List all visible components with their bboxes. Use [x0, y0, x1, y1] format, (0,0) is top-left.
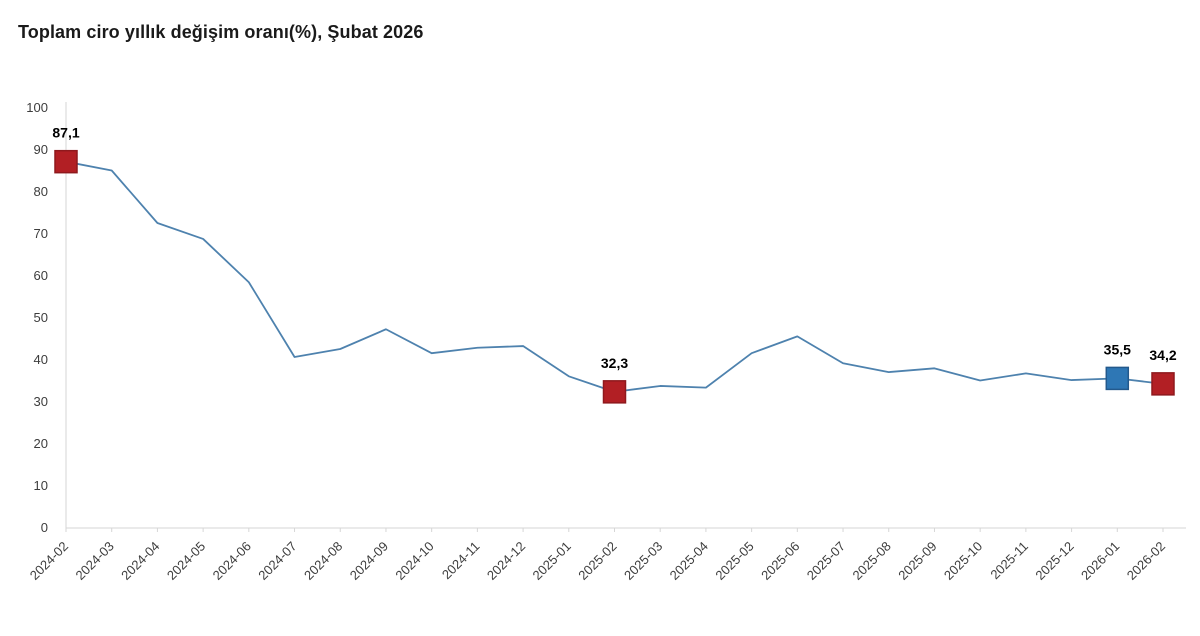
data-marker-2026-02 — [1151, 372, 1175, 396]
x-axis-tick-label: 2025-07 — [804, 539, 848, 583]
x-axis-tick-label: 2025-05 — [712, 539, 756, 583]
data-marker-2024-02 — [54, 149, 78, 174]
data-label-2024-02: 87,1 — [52, 125, 79, 141]
chart-title: Toplam ciro yıllık değişim oranı(%), Şub… — [18, 22, 424, 42]
data-marker-2025-02 — [602, 380, 627, 404]
x-axis-tick-label: 2024-09 — [347, 539, 391, 583]
y-axis-tick-label: 90 — [34, 142, 48, 157]
x-axis-tick-label: 2026-02 — [1124, 539, 1168, 583]
y-axis-tick-label: 10 — [34, 478, 48, 493]
data-marker-2026-01 — [1105, 366, 1130, 391]
x-axis-tick-label: 2024-07 — [255, 539, 299, 583]
x-axis-tick-label: 2025-02 — [575, 539, 619, 583]
y-axis-tick-label: 50 — [34, 310, 48, 325]
x-axis-tick-label: 2025-06 — [758, 539, 802, 583]
x-axis-tick-label: 2025-10 — [941, 539, 985, 583]
x-axis-tick-label: 2024-06 — [210, 539, 254, 583]
x-axis-tick-label: 2025-08 — [850, 539, 894, 583]
x-axis-tick-label: 2024-05 — [164, 539, 208, 583]
y-axis-tick-label: 30 — [34, 394, 48, 409]
x-axis-tick-label: 2025-04 — [667, 539, 711, 583]
x-axis-tick-label: 2024-08 — [301, 539, 345, 583]
x-axis-tick-label: 2025-03 — [621, 539, 665, 583]
x-axis-tick-label: 2024-12 — [484, 539, 528, 583]
x-axis-tick-label: 2025-01 — [530, 539, 574, 583]
x-axis-tick-label: 2024-04 — [118, 539, 162, 583]
y-axis-tick-label: 0 — [41, 520, 48, 535]
x-axis-tick-label: 2024-02 — [27, 539, 71, 583]
x-axis-tick-label: 2026-01 — [1078, 539, 1122, 583]
y-axis-tick-label: 70 — [34, 226, 48, 241]
y-axis-tick-label: 20 — [34, 436, 48, 451]
x-axis-tick-label: 2025-11 — [987, 539, 1031, 583]
x-axis-tick-label: 2025-12 — [1032, 539, 1076, 583]
data-label-2026-02: 34,2 — [1149, 347, 1176, 363]
x-axis-tick-label: 2024-10 — [392, 539, 436, 583]
y-axis-tick-label: 100 — [26, 100, 48, 115]
data-label-2026-01: 35,5 — [1104, 341, 1131, 357]
data-label-2025-02: 32,3 — [601, 355, 628, 371]
y-axis-tick-label: 80 — [34, 184, 48, 199]
y-axis-tick-label: 60 — [34, 268, 48, 283]
y-axis-tick-label: 40 — [34, 352, 48, 367]
x-axis-tick-label: 2024-03 — [72, 539, 116, 583]
x-axis-tick-label: 2024-11 — [439, 539, 483, 583]
x-axis-tick-label: 2025-09 — [895, 539, 939, 583]
